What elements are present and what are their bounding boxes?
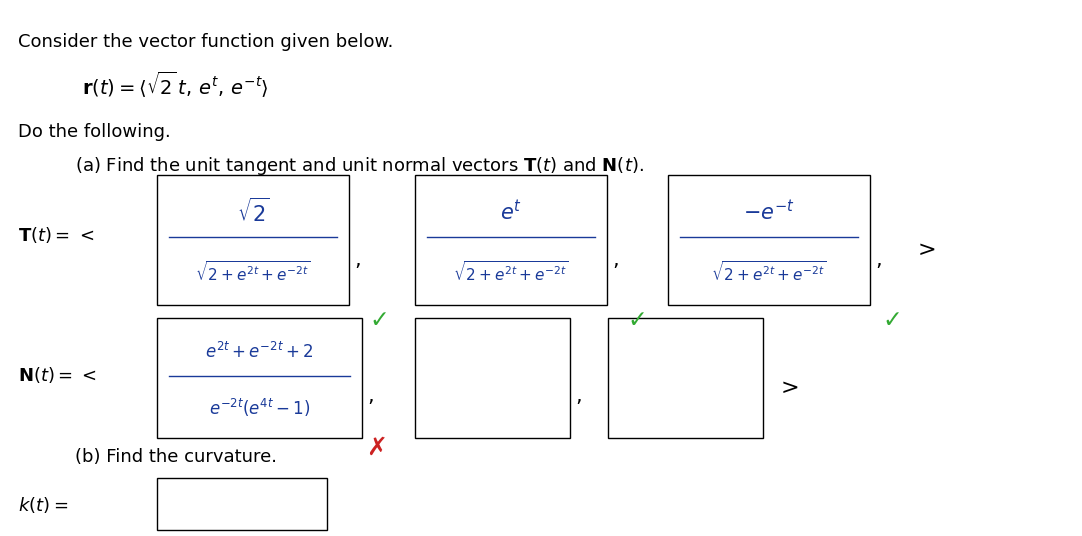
Text: $\sqrt{2 + e^{2t} + e^{-2t}}$: $\sqrt{2 + e^{2t} + e^{-2t}}$ [195, 260, 311, 285]
Text: Do the following.: Do the following. [18, 123, 171, 141]
Text: ✓: ✓ [628, 308, 647, 332]
Text: $k(t) =$: $k(t) =$ [18, 495, 68, 515]
Text: $\sqrt{2 + e^{2t} + e^{-2t}}$: $\sqrt{2 + e^{2t} + e^{-2t}}$ [711, 260, 827, 285]
Text: $e^{t}$: $e^{t}$ [500, 199, 522, 224]
Bar [415, 175, 607, 305]
Text: ,: , [875, 249, 882, 270]
Text: ,: , [367, 386, 373, 406]
Text: ✗: ✗ [367, 436, 387, 460]
Text: >: > [918, 241, 937, 260]
Text: (a) Find the unit tangent and unit normal vectors $\mathbf{T}(t)$ and $\mathbf{N: (a) Find the unit tangent and unit norma… [75, 155, 644, 177]
Text: Consider the vector function given below.: Consider the vector function given below… [18, 33, 394, 51]
Text: ,: , [354, 249, 360, 270]
Text: $\sqrt{2}$: $\sqrt{2}$ [237, 197, 269, 226]
Bar [668, 175, 870, 305]
Text: ✓: ✓ [882, 308, 902, 332]
Text: ,: , [612, 249, 619, 270]
Text: (b) Find the curvature.: (b) Find the curvature. [75, 448, 277, 466]
Text: $\mathbf{N}(t) = $ <: $\mathbf{N}(t) = $ < [18, 365, 97, 385]
Bar [608, 318, 763, 438]
Text: $\mathbf{T}(t) = $ <: $\mathbf{T}(t) = $ < [18, 225, 94, 245]
Text: ,: , [575, 386, 582, 406]
Text: $\sqrt{2 + e^{2t} + e^{-2t}}$: $\sqrt{2 + e^{2t} + e^{-2t}}$ [453, 260, 569, 285]
Bar [157, 478, 327, 530]
Text: >: > [781, 377, 800, 398]
Text: $\mathbf{r}(t) = \langle\sqrt{2}\,t,\, e^{t},\, e^{-t}\rangle$: $\mathbf{r}(t) = \langle\sqrt{2}\,t,\, e… [82, 70, 268, 100]
Bar [415, 318, 570, 438]
Text: $e^{-2t}(e^{4t} - 1)$: $e^{-2t}(e^{4t} - 1)$ [209, 397, 311, 419]
Bar [157, 318, 362, 438]
Text: $e^{2t} + e^{-2t} + 2$: $e^{2t} + e^{-2t} + 2$ [206, 341, 314, 362]
Text: ✓: ✓ [369, 308, 388, 332]
Text: $-e^{-t}$: $-e^{-t}$ [743, 199, 795, 224]
Bar [157, 175, 349, 305]
